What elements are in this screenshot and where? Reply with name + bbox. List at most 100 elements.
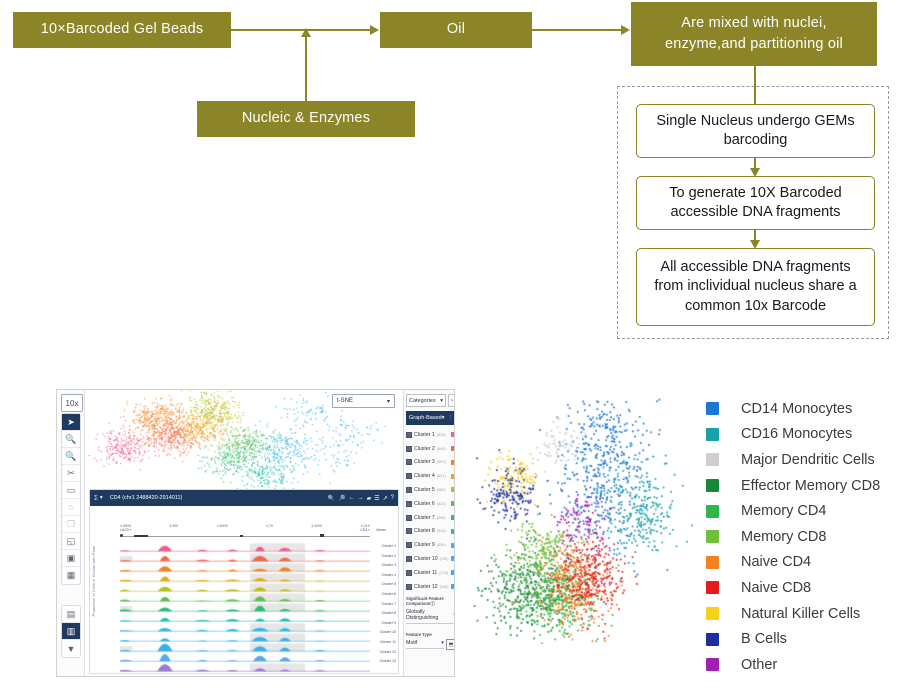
cluster-list-item[interactable]: Cluster 1 (439) [406,428,454,442]
next-button[interactable]: › [448,394,454,407]
loupe-browser-screenshot: 10x ➤ 🔍 🔍 ✂ ▭ ◌ ❐ ◱ ▣ ▦ ▤ ▥ ▼ t-SNE ▾ Categories ▾ … [56,389,455,677]
kebab-menu-icon[interactable]: ⋮ [447,415,454,421]
browser-tool-icon[interactable]: ☰ [374,495,380,502]
cluster-list-item[interactable]: Cluster 9 (330) [406,538,454,552]
tsne-projection-top[interactable]: t-SNE ▾ [85,390,403,494]
cluster-checkbox[interactable] [406,555,412,562]
track-label: Cluster 13 [379,659,396,664]
categories-dropdown[interactable]: Categories ▾ [406,394,446,407]
chevron-down-icon[interactable]: ▾ [99,495,103,501]
flowchart-box-label: All accessible DNA fragments from incliv… [654,258,857,314]
cluster-list-item[interactable]: Cluster 3 (591) [406,456,454,470]
cluster-color-swatch[interactable] [451,556,454,562]
projection-dropdown[interactable]: t-SNE ▾ [332,394,395,408]
cluster-color-swatch[interactable] [451,570,454,576]
cluster-checkbox[interactable] [406,445,412,452]
cluster-checkbox[interactable] [406,486,412,493]
genes-column-label: Genes [376,528,386,532]
cluster-panel-header[interactable]: Graph-Based ▾ ⋮ [406,411,454,425]
coverage-tracks-canvas[interactable] [120,542,370,672]
legend-label: CD16 Monocytes [741,426,853,443]
cluster-color-swatch[interactable] [451,542,454,548]
cluster-checkbox[interactable] [406,583,412,590]
chart-view-icon[interactable]: ▥ [62,623,80,640]
cluster-color-swatch[interactable] [451,501,454,507]
cluster-checkbox[interactable] [406,500,412,507]
filter-icon[interactable]: ▼ [66,643,76,654]
chevron-down-icon[interactable]: ▾ [441,415,445,421]
cluster-checkbox[interactable] [406,514,412,521]
lasso-select-icon[interactable]: ◌ [62,499,80,516]
cluster-color-swatch[interactable] [451,528,454,534]
celltype-tsne-canvas [468,398,693,648]
cluster-color-swatch[interactable] [451,432,454,438]
grid-icon[interactable]: ▦ [66,570,76,580]
legend-swatch-icon [706,658,719,672]
flowchart-box-label: 10×Barcoded Gel Beads [40,21,204,38]
browser-tool-icon[interactable]: 🔍 [327,495,336,502]
projection-value: t-SNE [337,398,354,404]
info-icon[interactable]: ⓘ [430,601,435,606]
browser-tool-icon[interactable]: → [357,494,364,501]
cluster-color-swatch[interactable] [451,473,454,479]
cluster-list-item[interactable]: Cluster 4 (521) [406,469,454,483]
cluster-color-swatch[interactable] [451,584,454,590]
zoom-in-icon[interactable]: 🔍 [62,431,80,448]
cluster-list-item[interactable]: Cluster 12 (108) [406,580,454,594]
rect-select-icon[interactable]: ▭ [62,482,80,499]
list-view-icon[interactable]: ▤ [62,606,80,623]
cluster-list-item[interactable]: Cluster 5 (483) [406,483,454,497]
cluster-checkbox[interactable] [406,542,412,549]
legend-item: Naive CD4 [706,550,880,576]
cluster-list-item[interactable]: Cluster 2 (543) [406,442,454,456]
browser-tool-icon[interactable]: ← [348,494,355,501]
cluster-list-item[interactable]: Cluster 11 (123) [406,566,454,580]
dashed-group-container [617,86,889,339]
cluster-list-item[interactable]: Cluster 7 (366) [406,511,454,525]
cluster-label: Cluster 6 [414,500,435,507]
feature-comparison-select[interactable]: Globally Distinguishing ▾ [406,609,454,624]
browser-tool-icon[interactable]: ▰ [366,495,372,502]
cluster-checkbox[interactable] [406,569,412,576]
cluster-list-item[interactable]: Cluster 10 (130) [406,552,454,566]
cluster-color-swatch[interactable] [451,446,454,452]
cluster-color-swatch[interactable] [451,459,454,465]
cluster-list-item[interactable]: Cluster 8 (343) [406,525,454,539]
cluster-label: Cluster 1 [414,431,435,438]
cluster-checkbox[interactable] [406,528,412,535]
feature-type-select[interactable]: Motif ▾ [406,640,444,649]
legend-swatch-icon [706,427,719,441]
cluster-count: (343) [436,529,446,534]
arrow-generate-to-common [749,240,760,249]
flowchart-box-gems-barcoding: Single Nucleus undergo GEMs barcoding [636,104,875,158]
legend-swatch-icon [706,632,719,646]
track-label: Cluster 2 [381,553,396,558]
scissors-icon[interactable]: ✂ [62,465,80,482]
export-icon[interactable]: ⬒ [446,639,454,650]
legend-swatch-icon [706,479,719,493]
browser-tool-icon[interactable]: ↗ [382,495,388,502]
cluster-color-swatch[interactable] [451,515,454,521]
flowchart-box-label: Are mixed with nuclei, enzyme,and partit… [665,14,843,52]
tag-icon[interactable]: ◱ [62,533,80,550]
browser-tool-icon[interactable]: 🔎 [338,495,346,502]
legend-label: Memory CD8 [741,528,827,545]
zoom-out-icon[interactable]: 🔍 [62,448,80,465]
cluster-color-swatch[interactable] [451,487,454,493]
cluster-label: Cluster 9 [414,542,435,549]
cluster-count: (108) [439,584,449,589]
arrow-gems-to-generate [749,168,760,177]
pointer-icon[interactable]: ➤ [62,414,80,431]
cluster-checkbox[interactable] [406,473,412,480]
cluster-count: (330) [436,543,446,548]
legend-label: Naive CD8 [741,579,812,596]
cluster-list-item[interactable]: Cluster 6 (423) [406,497,454,511]
categories-value: Categories [409,397,436,404]
browser-tool-icon[interactable]: ? [390,494,394,501]
camera-icon[interactable]: ▣ [62,550,80,567]
cluster-checkbox[interactable] [406,431,412,438]
cluster-checkbox[interactable] [406,459,412,466]
legend-item: Effector Memory CD8 [706,473,880,499]
sigma-menu-icon[interactable]: ∑ [94,495,98,501]
coordinate-tick: 4,890K [216,524,229,528]
